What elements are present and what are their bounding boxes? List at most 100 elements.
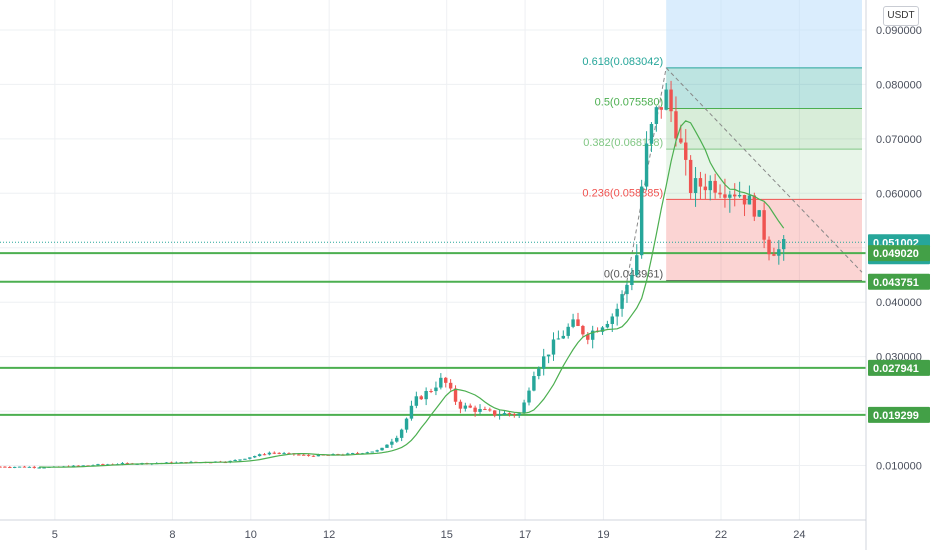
candle-body xyxy=(659,107,663,110)
candle-body xyxy=(527,390,531,403)
y-tick-label: 0.080000 xyxy=(876,79,922,91)
candle-body xyxy=(409,405,414,419)
candle-body xyxy=(233,459,237,461)
x-tick-label: 15 xyxy=(441,529,453,541)
candle-body xyxy=(615,308,619,317)
candle-body xyxy=(551,339,556,355)
candle-body xyxy=(306,454,311,456)
fib-zone xyxy=(666,108,862,150)
trend-line-down xyxy=(665,67,863,273)
candle-body xyxy=(669,89,673,112)
candle-body xyxy=(561,335,566,339)
level-tag-text: 0.019299 xyxy=(873,410,919,422)
candle-body xyxy=(243,458,247,460)
price-tags: 0.05100201:51:030.0490200.0437510.027941… xyxy=(868,234,930,423)
candle-body xyxy=(76,465,81,467)
candle-body xyxy=(414,396,419,406)
candle-body xyxy=(375,450,379,452)
grid xyxy=(0,0,866,520)
level-tag-text: 0.043751 xyxy=(873,277,919,289)
x-tick-label: 10 xyxy=(245,529,257,541)
fibonacci-trend-line xyxy=(622,67,863,303)
candle-body xyxy=(723,194,727,198)
candle-body xyxy=(541,356,546,369)
candle-body xyxy=(674,111,678,139)
fib-zone xyxy=(666,149,862,200)
candle-body xyxy=(708,180,712,191)
candle-body xyxy=(532,376,536,391)
candle-body xyxy=(586,334,590,340)
fib-level-label: 0.382(0.068118) xyxy=(583,137,663,149)
candle-body xyxy=(512,414,517,416)
moving-average xyxy=(39,120,785,468)
candle-body xyxy=(301,454,306,456)
candle-body xyxy=(493,410,497,416)
candle-body xyxy=(346,453,350,455)
candle-body xyxy=(703,186,708,191)
candle-body xyxy=(600,327,605,332)
fibonacci-zones xyxy=(666,0,862,281)
candle-body xyxy=(71,465,76,467)
currency-badge[interactable]: USDT xyxy=(883,6,919,26)
candle-body xyxy=(625,284,629,295)
candle-body xyxy=(27,466,32,468)
y-tick-label: 0.040000 xyxy=(876,297,922,309)
candle-body xyxy=(267,452,272,455)
candle-body xyxy=(630,275,634,285)
x-tick-label: 5 xyxy=(52,529,58,541)
candle-body xyxy=(419,396,423,400)
level-tag-bg xyxy=(868,245,930,262)
candle-body xyxy=(17,466,22,468)
y-tick-label: 0.090000 xyxy=(876,25,922,37)
y-tick-label: 0.060000 xyxy=(876,188,922,200)
candle-body xyxy=(282,453,286,455)
candle-body xyxy=(698,178,703,187)
candle-body xyxy=(679,138,683,143)
candle-body xyxy=(365,452,370,454)
horizontal-levels[interactable] xyxy=(0,241,866,416)
candle-body xyxy=(316,454,321,457)
candle-body xyxy=(488,409,492,411)
candle-body xyxy=(590,330,595,340)
fib-zone xyxy=(666,67,862,109)
candle-body xyxy=(262,454,267,456)
candle-body xyxy=(742,194,747,205)
level-tag-text: 0.027941 xyxy=(873,363,919,375)
candle-body xyxy=(248,457,252,459)
candle-body xyxy=(478,408,482,412)
fib-zone-extension xyxy=(666,0,862,68)
candle-body xyxy=(664,89,668,110)
candle-body xyxy=(120,463,125,465)
candle-body xyxy=(762,210,766,240)
candle-body xyxy=(22,466,27,468)
candle-body xyxy=(693,178,698,193)
candle-body xyxy=(757,210,761,217)
candle-body xyxy=(537,368,541,377)
candle-body xyxy=(610,316,614,324)
fib-level-label: 0.5(0.075580) xyxy=(595,96,664,108)
candle-body xyxy=(42,467,46,469)
x-tick-label: 17 xyxy=(519,529,531,541)
candle-body xyxy=(556,338,561,340)
candle-body xyxy=(688,159,693,193)
candle-body xyxy=(399,429,404,438)
candle-body xyxy=(439,377,443,388)
candle-body xyxy=(390,441,394,445)
candle-body xyxy=(772,254,776,256)
x-tick-label: 22 xyxy=(715,529,727,541)
x-tick-label: 19 xyxy=(597,529,609,541)
candle-body xyxy=(453,388,458,402)
level-tag-bg xyxy=(868,359,930,376)
candle-body xyxy=(517,413,521,416)
candle-body xyxy=(458,401,463,409)
candle-body xyxy=(737,194,742,197)
candle-body xyxy=(297,454,301,456)
candle-body xyxy=(635,255,639,276)
candle-body xyxy=(311,455,316,457)
candle-body xyxy=(37,467,41,469)
fib-level-label: 0.236(0.058885) xyxy=(582,187,663,199)
candle-body xyxy=(164,462,169,464)
candle-body xyxy=(502,413,507,415)
y-tick-label: 0.070000 xyxy=(876,134,922,146)
